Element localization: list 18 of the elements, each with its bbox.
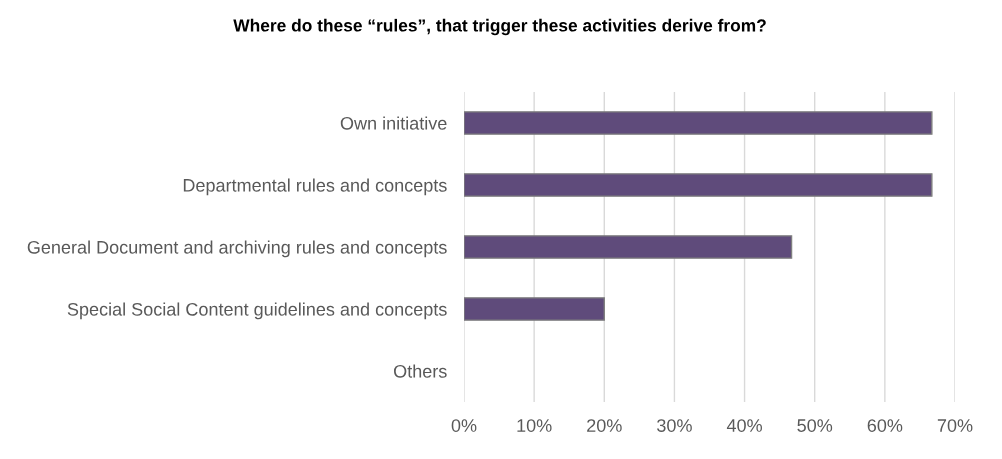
bar [464, 235, 793, 259]
x-tick-label: 20% [587, 419, 622, 432]
x-tick-label: 40% [726, 419, 762, 432]
x-tick-label: 0% [451, 419, 477, 432]
bar [464, 173, 933, 197]
y-tick-label: Own initiative [340, 116, 447, 130]
y-tick-label: General Document and archiving rules and concepts [27, 240, 447, 258]
x-tick-label: 10% [517, 419, 552, 432]
x-tick-label: 70% [937, 419, 973, 432]
chart-title: Where do these “rules”, that trigger these activities derive from? [233, 18, 766, 36]
bar [464, 297, 605, 321]
y-tick-label: Special Social Content guidelines and concepts [67, 302, 447, 320]
y-tick-label: Departmental rules and concepts [183, 178, 447, 196]
bar [464, 111, 933, 135]
x-tick-label: 60% [867, 419, 903, 432]
x-tick-label: 50% [797, 419, 833, 432]
x-tick-label: 30% [657, 419, 692, 432]
y-tick-label: Others [394, 364, 447, 378]
